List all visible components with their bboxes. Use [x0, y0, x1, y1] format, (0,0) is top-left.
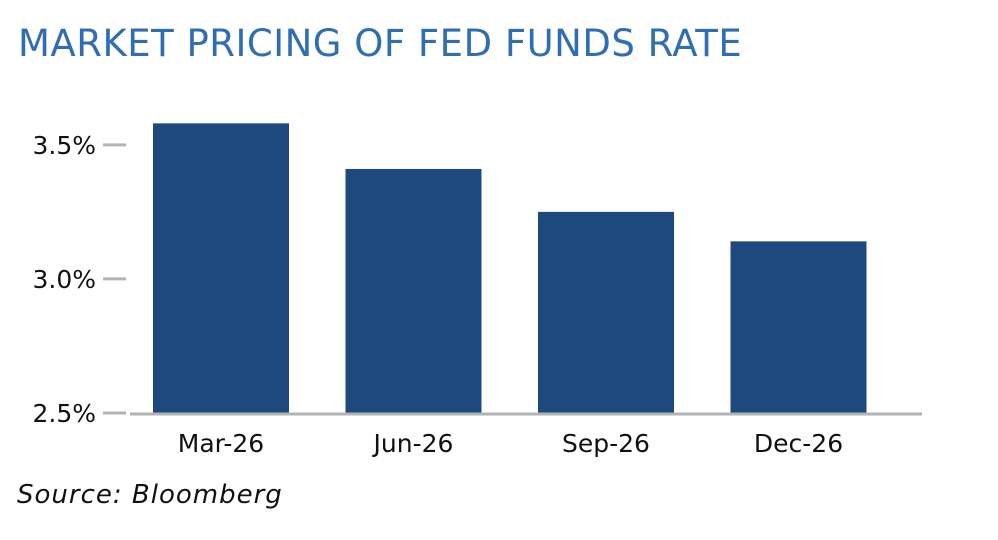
bar-jun-26: [345, 168, 482, 413]
bar-mar-26: [153, 123, 289, 413]
source-note: Source: Bloomberg: [17, 480, 283, 510]
chart-title: MARKET PRICING OF FED FUNDS RATE: [18, 22, 743, 65]
bars: [153, 123, 867, 413]
bar-sep-26: [538, 211, 674, 413]
y-tick-label: 3.5%: [32, 131, 96, 160]
y-tick-label: 3.0%: [32, 265, 96, 294]
x-tick-label: Jun-26: [372, 429, 454, 458]
x-tick-label: Mar-26: [178, 429, 264, 458]
x-axis: Mar-26 Jun-26 Sep-26 Dec-26: [178, 429, 843, 458]
y-tick-label: 2.5%: [32, 399, 96, 428]
y-axis: 2.5% 3.0% 3.5%: [32, 131, 126, 428]
bar-dec-26: [730, 241, 867, 413]
x-tick-label: Sep-26: [562, 429, 650, 458]
x-tick-label: Dec-26: [754, 429, 843, 458]
